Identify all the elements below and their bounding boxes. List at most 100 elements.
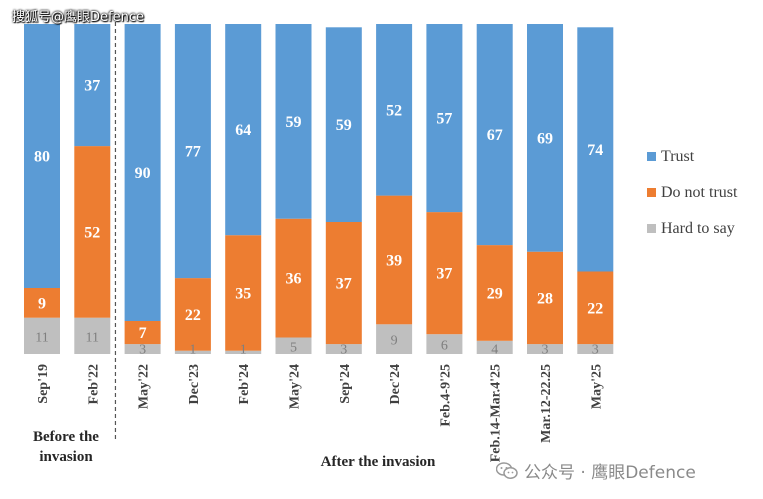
- value-label-trust: 80: [34, 149, 50, 166]
- watermark-bottom-text: 公众号 · 鹰眼Defence: [524, 463, 696, 483]
- value-label-trust: 64: [235, 122, 251, 139]
- value-label-trust: 57: [436, 111, 452, 128]
- value-label-do-not-trust: 29: [487, 286, 503, 303]
- bar-trust: [476, 24, 513, 246]
- bar-trust: [376, 24, 413, 196]
- bar-hard-to-say: [325, 344, 362, 354]
- x-tick-label: Feb'22: [86, 364, 101, 404]
- bar-do-not-trust: [74, 146, 111, 318]
- value-label-do-not-trust: 9: [38, 295, 46, 312]
- legend-swatch: [647, 188, 656, 197]
- bar-hard-to-say: [174, 350, 211, 354]
- group-labels: Before the invasion After the invasion: [33, 429, 436, 470]
- value-label-hard-to-say: 4: [491, 343, 498, 358]
- group-label: invasion: [39, 449, 93, 465]
- value-label-do-not-trust: 36: [286, 271, 302, 288]
- bar-hard-to-say: [527, 344, 563, 354]
- x-tick-label: Sep'19: [36, 364, 51, 404]
- value-label-hard-to-say: 11: [35, 330, 48, 345]
- value-label-do-not-trust: 22: [185, 307, 201, 324]
- x-tick-label: May'25: [589, 364, 604, 409]
- bar-do-not-trust: [225, 235, 262, 351]
- bar-hard-to-say: [225, 350, 262, 354]
- bar-trust: [225, 24, 262, 236]
- x-tick-label: May'24: [288, 364, 303, 409]
- bar-trust: [426, 24, 463, 213]
- bar-do-not-trust: [275, 218, 312, 338]
- bar-hard-to-say: [275, 337, 312, 354]
- legend-swatch: [647, 152, 656, 161]
- x-tick-label: May'22: [137, 364, 152, 409]
- group-label: After the invasion: [321, 454, 436, 470]
- value-label-trust: 59: [286, 114, 302, 131]
- value-label-hard-to-say: 3: [592, 343, 599, 358]
- bar-hard-to-say: [74, 317, 111, 354]
- value-label-hard-to-say: 3: [542, 343, 549, 358]
- x-tick-label: Feb.4-9'25: [438, 364, 453, 427]
- x-tick-label: Mar.12-22.25: [539, 364, 554, 443]
- x-tick-label: Dec'24: [388, 364, 403, 404]
- bar-hard-to-say: [577, 344, 614, 354]
- value-label-do-not-trust: 7: [139, 325, 147, 342]
- bar-trust: [577, 27, 614, 272]
- bar-hard-to-say: [124, 344, 161, 354]
- bar-hard-to-say: [376, 324, 413, 354]
- bar-trust: [174, 24, 211, 279]
- wechat-icon: [496, 461, 518, 479]
- bars-layer: [24, 24, 614, 354]
- x-axis-tick-labels: Sep'19 Feb'22 May'22 Dec'23 Feb'24 May'24 Sep'…: [36, 364, 604, 462]
- bar-hard-to-say: [426, 334, 463, 354]
- bar-do-not-trust: [325, 222, 362, 345]
- value-label-do-not-trust: 28: [537, 290, 553, 307]
- bar-do-not-trust: [124, 321, 161, 345]
- bar-do-not-trust: [24, 288, 60, 318]
- bar-trust: [124, 24, 161, 321]
- bar-do-not-trust: [174, 278, 211, 351]
- value-label-trust: 37: [84, 78, 100, 95]
- bar-do-not-trust: [527, 251, 563, 345]
- value-label-trust: 69: [537, 130, 553, 147]
- value-label-do-not-trust: 52: [84, 224, 100, 241]
- legend-swatch: [647, 224, 656, 233]
- legend-label: Do not trust: [661, 184, 738, 201]
- value-label-do-not-trust: 35: [235, 285, 251, 302]
- bar-trust: [74, 24, 111, 147]
- x-tick-label: Feb'24: [237, 364, 252, 404]
- value-label-do-not-trust: 39: [386, 253, 402, 270]
- x-tick-label: Dec'23: [187, 364, 202, 404]
- bar-do-not-trust: [577, 271, 614, 345]
- bar-do-not-trust: [426, 212, 463, 335]
- value-label-trust: 90: [135, 165, 151, 182]
- legend-label: Hard to say: [661, 220, 735, 237]
- value-label-trust: 59: [336, 117, 352, 134]
- value-label-hard-to-say: 9: [391, 334, 398, 349]
- value-label-do-not-trust: 37: [336, 276, 352, 293]
- value-label-hard-to-say: 11: [86, 330, 99, 345]
- x-tick-label: Sep'24: [338, 364, 353, 404]
- value-label-hard-to-say: 6: [441, 339, 448, 354]
- bar-trust: [24, 24, 60, 288]
- value-labels-layer: 1198011523737901227713564536593375993952…: [34, 78, 603, 358]
- value-label-hard-to-say: 3: [139, 343, 146, 358]
- bar-trust: [275, 24, 312, 219]
- bar-do-not-trust: [376, 195, 413, 325]
- bar-trust: [527, 24, 563, 252]
- value-label-hard-to-say: 1: [240, 343, 247, 358]
- value-label-hard-to-say: 1: [189, 343, 196, 358]
- value-label-hard-to-say: 3: [340, 343, 347, 358]
- bar-hard-to-say: [24, 317, 60, 354]
- legend-label: Trust: [661, 148, 695, 165]
- value-label-do-not-trust: 37: [436, 266, 452, 283]
- bar-hard-to-say: [476, 340, 513, 354]
- value-label-trust: 74: [587, 142, 603, 159]
- value-label-trust: 67: [487, 127, 503, 144]
- legend: Trust Do not trust Hard to say: [647, 148, 738, 237]
- value-label-hard-to-say: 5: [290, 340, 297, 355]
- bar-do-not-trust: [476, 245, 513, 341]
- watermark-bottom-group: 公众号 · 鹰眼Defence: [496, 458, 696, 483]
- value-label-trust: 52: [386, 102, 402, 119]
- x-tick-label: Feb.14-Mar.4'25: [489, 364, 504, 462]
- value-label-trust: 77: [185, 144, 201, 161]
- group-label: Before the: [33, 429, 99, 445]
